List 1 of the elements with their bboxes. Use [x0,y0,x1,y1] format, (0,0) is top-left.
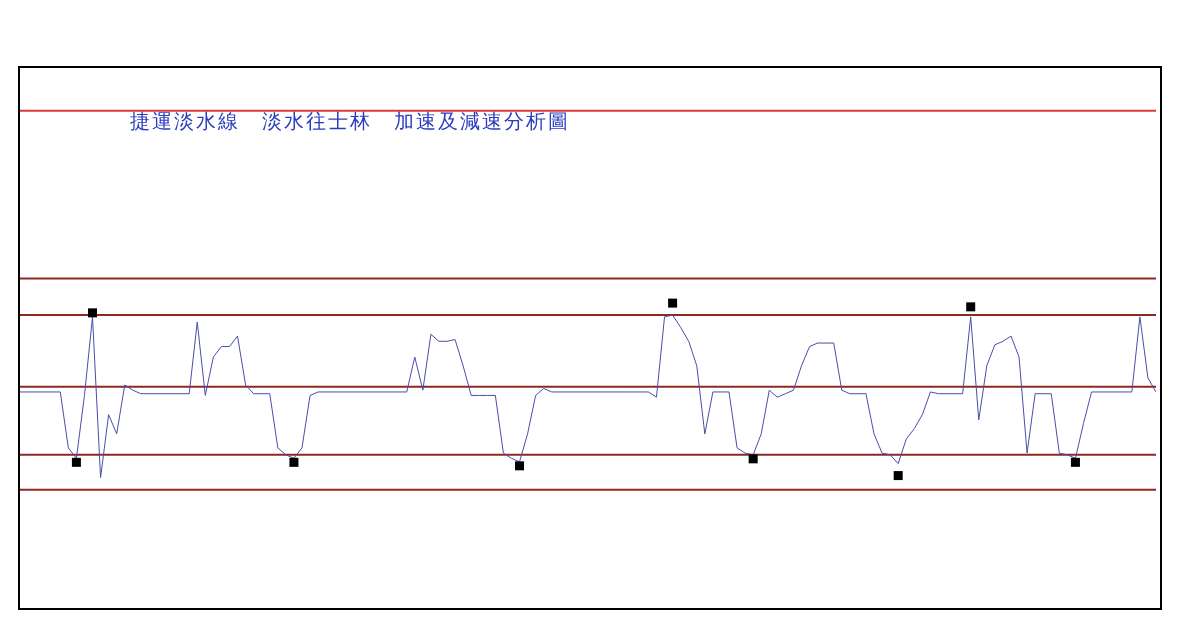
chart-title: 捷運淡水線 淡水往士林 加速及減速分析圖 [129,108,571,135]
